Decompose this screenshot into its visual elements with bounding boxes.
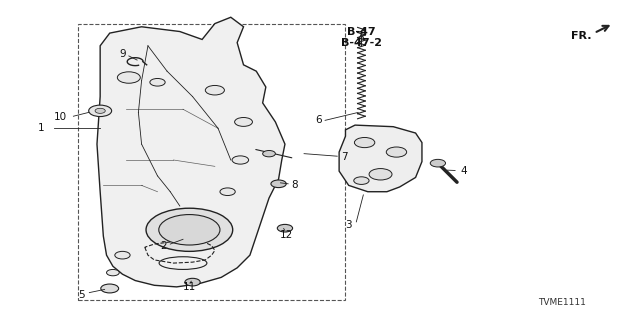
Text: 4: 4 [460,166,467,176]
Circle shape [354,177,369,184]
Circle shape [430,159,445,167]
Circle shape [235,117,252,126]
Circle shape [115,252,130,259]
Text: B-47: B-47 [347,27,376,36]
Text: B-47-2: B-47-2 [341,38,382,48]
Circle shape [387,147,406,157]
Circle shape [271,180,286,188]
Text: TVME1111: TVME1111 [538,298,586,307]
Text: 7: 7 [341,152,348,163]
Circle shape [220,188,236,196]
Circle shape [89,105,111,116]
Text: 1: 1 [38,123,44,133]
Circle shape [100,284,118,293]
Circle shape [355,138,375,148]
Text: 11: 11 [183,282,196,292]
Text: 8: 8 [291,180,298,190]
Circle shape [369,169,392,180]
Circle shape [117,72,140,83]
Polygon shape [339,125,422,192]
Text: 6: 6 [315,115,321,125]
Text: 5: 5 [77,290,84,300]
Circle shape [106,269,119,276]
Circle shape [232,156,248,164]
Circle shape [146,208,233,252]
Circle shape [262,150,275,157]
Text: FR.: FR. [571,31,591,41]
Circle shape [150,78,165,86]
Circle shape [95,108,105,113]
Polygon shape [97,17,285,287]
Circle shape [205,85,225,95]
Circle shape [185,278,200,286]
Text: 9: 9 [119,49,126,59]
Text: 12: 12 [280,229,293,240]
Circle shape [277,224,292,232]
Text: 2: 2 [161,241,167,251]
Circle shape [159,215,220,245]
Text: 3: 3 [346,220,352,230]
Text: 10: 10 [54,112,67,122]
